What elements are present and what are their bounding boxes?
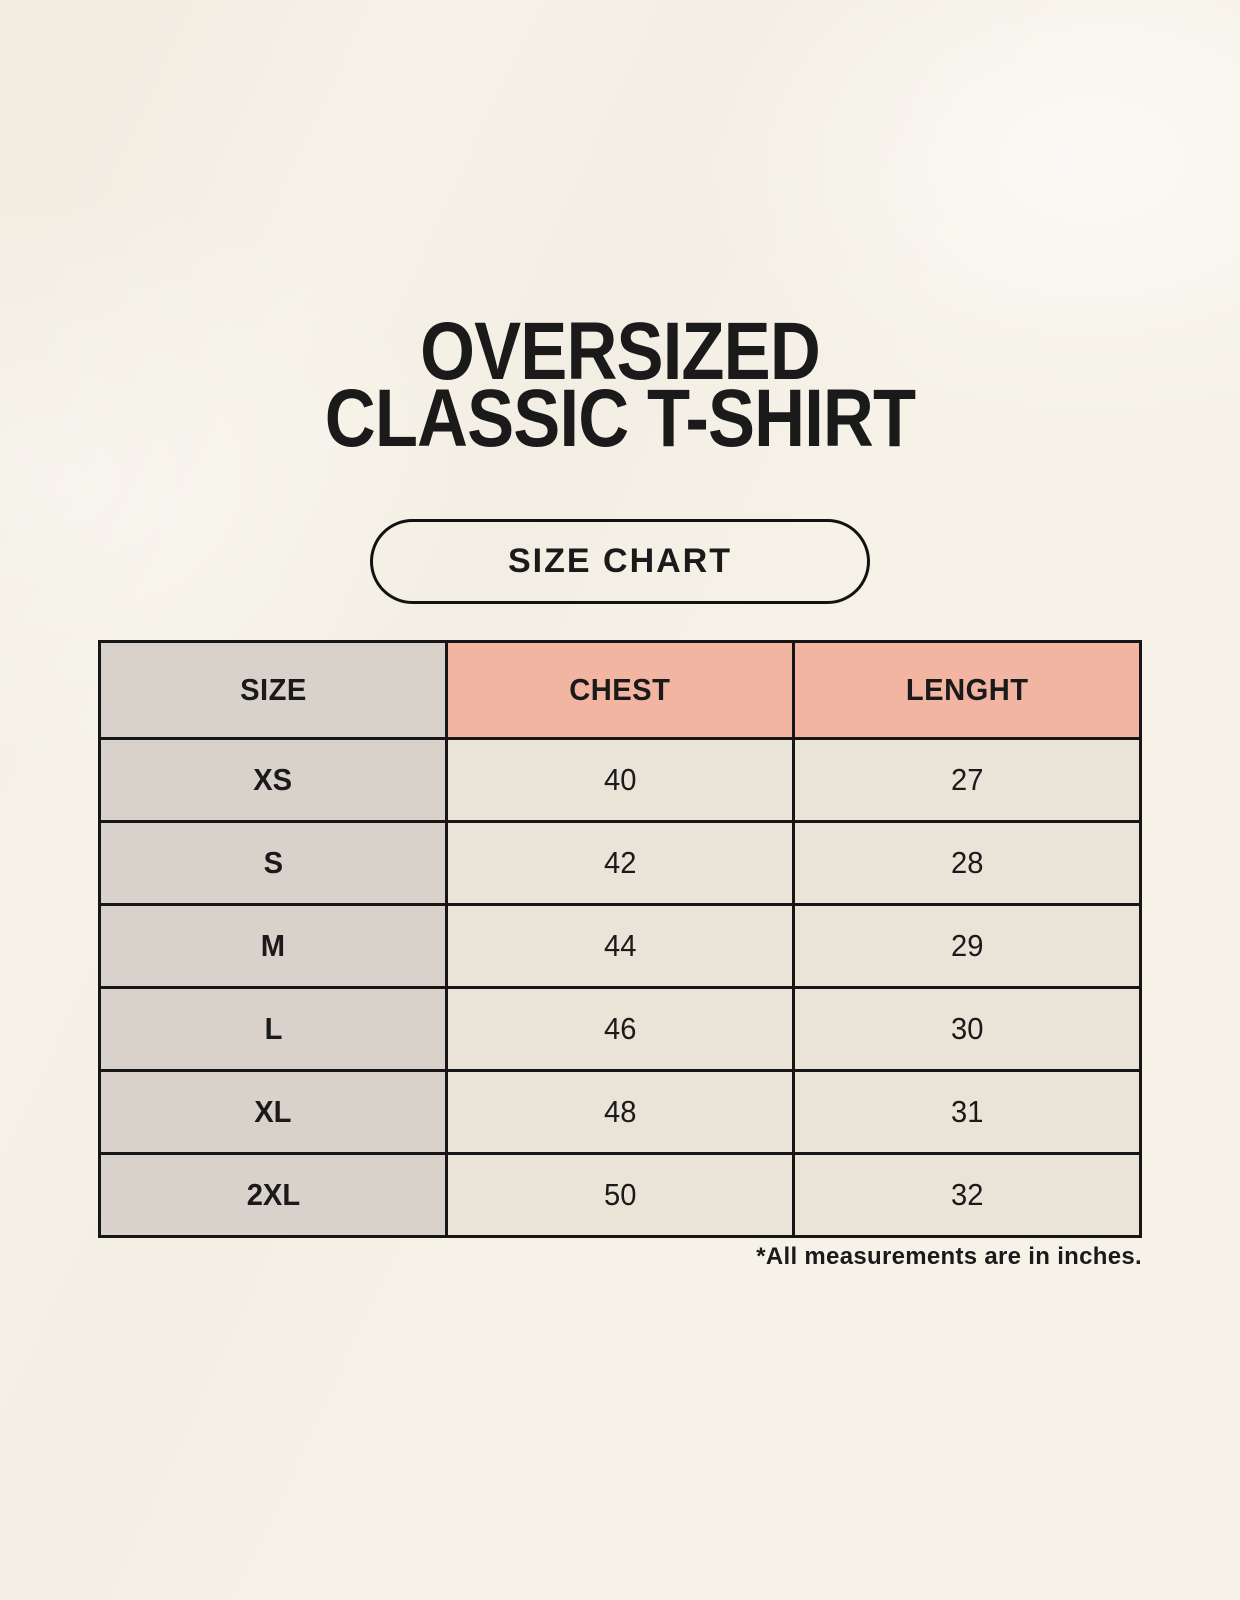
size-cell: XS xyxy=(98,737,448,823)
chest-cell: 40 xyxy=(445,737,795,823)
table-row-l: L 46 30 xyxy=(98,986,1142,1072)
length-value: 28 xyxy=(950,845,984,880)
size-label: L xyxy=(264,1011,282,1046)
length-cell: 30 xyxy=(792,986,1142,1072)
table-row-xl: XL 48 31 xyxy=(98,1069,1142,1155)
chest-cell: 50 xyxy=(445,1152,795,1238)
length-value: 27 xyxy=(950,762,984,797)
header-cell-size: SIZE xyxy=(98,640,448,740)
table-header-row: SIZE CHEST LENGHT xyxy=(98,640,1142,740)
chest-cell: 48 xyxy=(445,1069,795,1155)
chest-cell: 44 xyxy=(445,903,795,989)
header-cell-length: LENGHT xyxy=(792,640,1142,740)
length-value: 32 xyxy=(950,1177,984,1212)
size-label: S xyxy=(263,845,283,880)
length-cell: 31 xyxy=(792,1069,1142,1155)
size-cell: S xyxy=(98,820,448,906)
size-label: XL xyxy=(254,1094,292,1129)
chest-value: 50 xyxy=(603,1177,637,1212)
length-value: 29 xyxy=(950,928,984,963)
size-cell: XL xyxy=(98,1069,448,1155)
size-label: 2XL xyxy=(246,1177,300,1212)
header-cell-chest-label: CHEST xyxy=(569,672,671,707)
header-cell-size-label: SIZE xyxy=(239,672,307,707)
size-chart-button-label: SIZE CHART xyxy=(508,542,732,580)
length-cell: 32 xyxy=(792,1152,1142,1238)
chest-cell: 42 xyxy=(445,820,795,906)
table-row-xs: XS 40 27 xyxy=(98,737,1142,823)
size-label: M xyxy=(260,928,286,963)
length-value: 30 xyxy=(950,1011,984,1046)
table-row-2xl: 2XL 50 32 xyxy=(98,1152,1142,1238)
chest-value: 46 xyxy=(603,1011,637,1046)
chest-value: 40 xyxy=(603,762,637,797)
size-cell: M xyxy=(98,903,448,989)
chest-value: 42 xyxy=(603,845,637,880)
chest-value: 48 xyxy=(603,1094,637,1129)
header-cell-length-label: LENGHT xyxy=(905,672,1029,707)
size-chart-button[interactable]: SIZE CHART xyxy=(370,519,870,604)
size-cell: L xyxy=(98,986,448,1072)
length-cell: 28 xyxy=(792,820,1142,906)
length-value: 31 xyxy=(950,1094,984,1129)
header-cell-chest: CHEST xyxy=(445,640,795,740)
table-row-m: M 44 29 xyxy=(98,903,1142,989)
size-cell: 2XL xyxy=(98,1152,448,1238)
table-row-s: S 42 28 xyxy=(98,820,1142,906)
size-table: SIZE CHEST LENGHT XS 40 27 S 42 28 M 44 … xyxy=(98,640,1142,1238)
chest-cell: 46 xyxy=(445,986,795,1072)
length-cell: 29 xyxy=(792,903,1142,989)
title-line-1: OVERSIZED xyxy=(420,306,821,397)
chest-value: 44 xyxy=(603,928,637,963)
length-cell: 27 xyxy=(792,737,1142,823)
title-line-2: CLASSIC T-SHIRT xyxy=(324,373,916,464)
page-title-text: OVERSIZED CLASSIC T-SHIRT xyxy=(87,306,1153,464)
measurements-note: *All measurements are in inches. xyxy=(756,1243,1142,1270)
size-label: XS xyxy=(253,762,293,797)
page-title: OVERSIZED CLASSIC T-SHIRT xyxy=(0,306,1240,464)
